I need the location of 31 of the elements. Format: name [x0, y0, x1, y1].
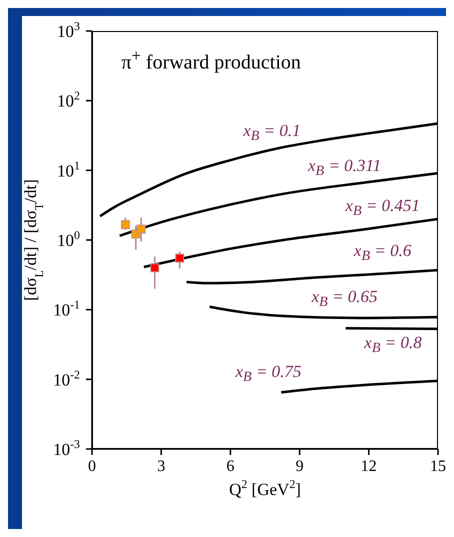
line-series	[280, 380, 438, 394]
series-label: x$_{B}$ = 0.75	[235, 362, 302, 386]
y-tick-label: 10$^{-1}$	[53, 298, 80, 320]
series-label: x$_{B}$ = 0.8	[364, 333, 422, 358]
y-tick-label: 10$^{-3}$	[53, 437, 80, 459]
y-tick-label: 10$^{0}$	[57, 228, 80, 250]
series-label: x$_{B}$ = 0.65	[312, 287, 378, 312]
line-series	[185, 268, 438, 284]
y-tick-label: 10$^{3}$	[57, 19, 80, 41]
series-label: x$_{B}$ = 0.311	[308, 155, 382, 180]
text: π$^{+}$ forward production	[121, 46, 301, 74]
series-label: x$_{B}$ = 0.6	[354, 241, 412, 266]
series-label: x$_{B}$ = 0.1	[243, 120, 301, 146]
x-axis-title: Q$^{2}$ [GeV$^{2}$]	[229, 477, 301, 499]
point	[175, 254, 184, 263]
x-tick-label: 15	[430, 458, 446, 475]
y-tick-label: 10$^{-2}$	[53, 367, 80, 390]
y-tick-label: 10$^{2}$	[57, 88, 80, 111]
y-tick-label: 10$^{1}$	[57, 158, 80, 180]
line-series	[142, 218, 438, 268]
x-tick-label: 12	[360, 458, 377, 475]
point	[136, 224, 146, 234]
series-label: x$_{B}$ = 0.451	[345, 196, 420, 220]
x-tick-label: 3	[157, 458, 166, 475]
line-series	[98, 122, 438, 218]
point	[150, 263, 160, 272]
point	[120, 220, 130, 230]
x-tick-label: 0	[88, 458, 96, 475]
x-tick-label: 6	[226, 458, 234, 475]
line-series	[208, 306, 438, 320]
x-tick-label: 9	[296, 458, 304, 475]
